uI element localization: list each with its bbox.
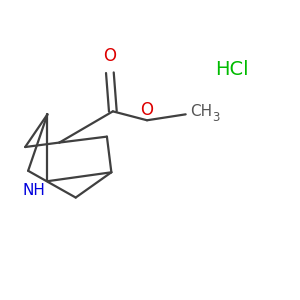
Text: 3: 3 [212,111,220,124]
Text: CH: CH [190,104,212,119]
Text: NH: NH [22,183,45,198]
Text: O: O [103,47,116,65]
Text: HCl: HCl [215,60,249,79]
Text: O: O [140,101,154,119]
